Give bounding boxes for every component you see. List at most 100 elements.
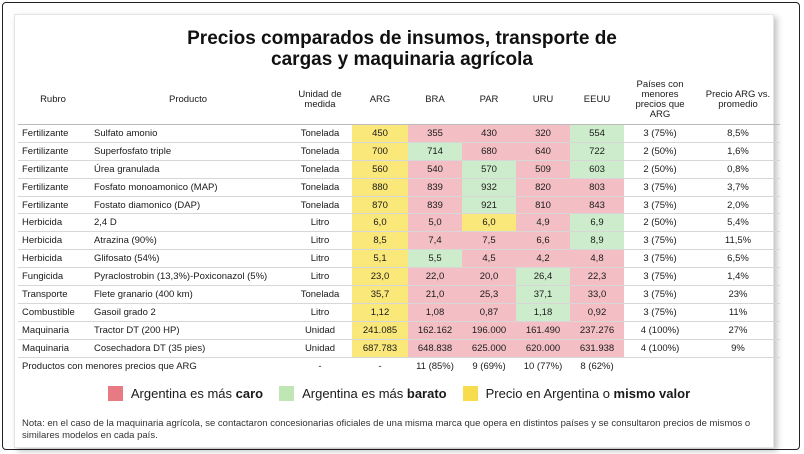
col-header-uru: URU	[516, 76, 570, 125]
cell-par: 921	[462, 196, 516, 215]
cell-eeuu: 33,0	[570, 285, 624, 304]
legend-item-mismo: Precio en Argentina o mismo valor	[462, 386, 690, 401]
cell-paises: 3 (75%)	[624, 303, 696, 322]
footnote: Nota: en el caso de la maquinaria agríco…	[22, 418, 751, 441]
cell-precio: 1,6%	[696, 142, 780, 161]
table-row: Fungicida Pyraclostrobin (13,3%)-Poxicona…	[18, 267, 780, 287]
cell-unidad: Litro	[288, 249, 352, 269]
cell-par: 0,87	[462, 303, 516, 322]
col-header-rubro: Rubro	[18, 76, 88, 125]
cell-uru: 4,2	[516, 249, 570, 269]
col-header-paises: Países con menores precios que ARG	[624, 76, 696, 125]
cell-eeuu: 237.276	[570, 321, 624, 340]
page-title: Precios comparados de insumos, transport…	[0, 28, 804, 70]
cell-eeuu: 722	[570, 142, 624, 161]
cell-paises: 2 (50%)	[624, 160, 696, 179]
cell-eeuu: 603	[570, 160, 624, 179]
cell-uru: 640	[516, 142, 570, 161]
col-header-par: PAR	[462, 76, 516, 125]
cell-precio: 0,8%	[696, 160, 780, 179]
cell-precio: 11%	[696, 303, 780, 322]
cell-uru: 320	[516, 124, 570, 143]
col-header-eeuu: EEUU	[570, 76, 624, 125]
table-row: Herbicida Atrazina (90%) Litro 8,5 7,4 7,5 6,6…	[18, 231, 780, 251]
cell-unidad: Litro	[288, 303, 352, 322]
cell-precio: 11,5%	[696, 231, 780, 251]
table-row: Fertilizante Superfosfato triple Tonelada 7…	[18, 142, 780, 161]
cell-paises: 4 (100%)	[624, 339, 696, 358]
table-row: Combustible Gasoil grado 2 Litro 1,12 1,08 0,…	[18, 303, 780, 322]
total-cell-par: 9 (69%)	[462, 356, 516, 376]
cell-arg: 450	[352, 124, 408, 143]
cell-precio: 27%	[696, 321, 780, 340]
title-line-2: cargas y maquinaria agrícola	[271, 49, 533, 70]
cell-par: 6,0	[462, 213, 516, 233]
table-row: Maquinaria Tractor DT (200 HP) Unidad 241.0…	[18, 321, 780, 340]
cell-arg: 23,0	[352, 267, 408, 287]
cell-bra: 714	[408, 142, 462, 161]
cell-eeuu: 8,9	[570, 231, 624, 251]
cell-uru: 37,1	[516, 285, 570, 304]
cell-unidad: Tonelada	[288, 285, 352, 304]
legend-item-caro: Argentina es más caro	[107, 386, 263, 401]
table-row: Maquinaria Cosechadora DT (35 pies) Unidad…	[18, 339, 780, 358]
table-row: Fertilizante Úrea granulada Tonelada 560 540…	[18, 160, 780, 179]
cell-unidad: Litro	[288, 231, 352, 251]
cell-uru: 820	[516, 178, 570, 197]
cell-rubro: Fertilizante	[18, 178, 88, 197]
cell-paises: 3 (75%)	[624, 196, 696, 215]
cell-eeuu: 631.938	[570, 339, 624, 358]
title-line-1: Precios comparados de insumos, transport…	[187, 28, 617, 49]
cell-bra: 839	[408, 196, 462, 215]
cell-producto: Atrazina (90%)	[88, 231, 288, 251]
cell-eeuu: 803	[570, 178, 624, 197]
col-header-arg: ARG	[352, 76, 408, 125]
legend: Argentina es más caro Argentina es más b…	[0, 386, 804, 401]
cell-bra: 1,08	[408, 303, 462, 322]
cell-arg: 1,12	[352, 303, 408, 322]
cell-rubro: Maquinaria	[18, 321, 88, 340]
cell-par: 7,5	[462, 231, 516, 251]
cell-arg: 700	[352, 142, 408, 161]
cell-bra: 162.162	[408, 321, 462, 340]
total-cell-unidad: -	[288, 356, 352, 376]
table-row: Herbicida Glifosato (54%) Litro 5,1 5,5 4,5 4,…	[18, 249, 780, 269]
cell-par: 932	[462, 178, 516, 197]
legend-label-barato: Argentina es más barato	[302, 386, 447, 401]
cell-unidad: Tonelada	[288, 124, 352, 143]
outer-frame	[2, 2, 800, 450]
cell-bra: 7,4	[408, 231, 462, 251]
cell-bra: 21,0	[408, 285, 462, 304]
cell-rubro: Fertilizante	[18, 142, 88, 161]
cell-eeuu: 554	[570, 124, 624, 143]
cell-paises: 3 (75%)	[624, 178, 696, 197]
cell-unidad: Tonelada	[288, 160, 352, 179]
cell-producto: Superfosfato triple	[88, 142, 288, 161]
cell-precio: 5,4%	[696, 213, 780, 233]
total-cell-empty	[696, 356, 780, 376]
cell-eeuu: 22,3	[570, 267, 624, 287]
cell-bra: 22,0	[408, 267, 462, 287]
cell-arg: 241.085	[352, 321, 408, 340]
cell-arg: 560	[352, 160, 408, 179]
cell-uru: 161.490	[516, 321, 570, 340]
cell-precio: 1,4%	[696, 267, 780, 287]
cell-arg: 880	[352, 178, 408, 197]
total-cell-bra: 11 (85%)	[408, 356, 462, 376]
cell-rubro: Herbicida	[18, 231, 88, 251]
cell-paises: 3 (75%)	[624, 285, 696, 304]
cell-producto: Pyraclostrobin (13,3%)-Poxiconazol (5%)	[88, 267, 288, 287]
table-row: Fertilizante Fosfato monoamonico (MAP) Ton…	[18, 178, 780, 197]
cell-bra: 5,0	[408, 213, 462, 233]
cell-rubro: Herbicida	[18, 249, 88, 269]
total-cell-eeuu: 8 (62%)	[570, 356, 624, 376]
cell-precio: 3,7%	[696, 178, 780, 197]
cell-paises: 2 (50%)	[624, 213, 696, 233]
cell-rubro: Combustible	[18, 303, 88, 322]
cell-unidad: Tonelada	[288, 178, 352, 197]
cell-unidad: Tonelada	[288, 142, 352, 161]
col-header-unidad: Unidad de medida	[288, 76, 352, 125]
cell-par: 4,5	[462, 249, 516, 269]
cell-bra: 839	[408, 178, 462, 197]
cell-unidad: Tonelada	[288, 196, 352, 215]
